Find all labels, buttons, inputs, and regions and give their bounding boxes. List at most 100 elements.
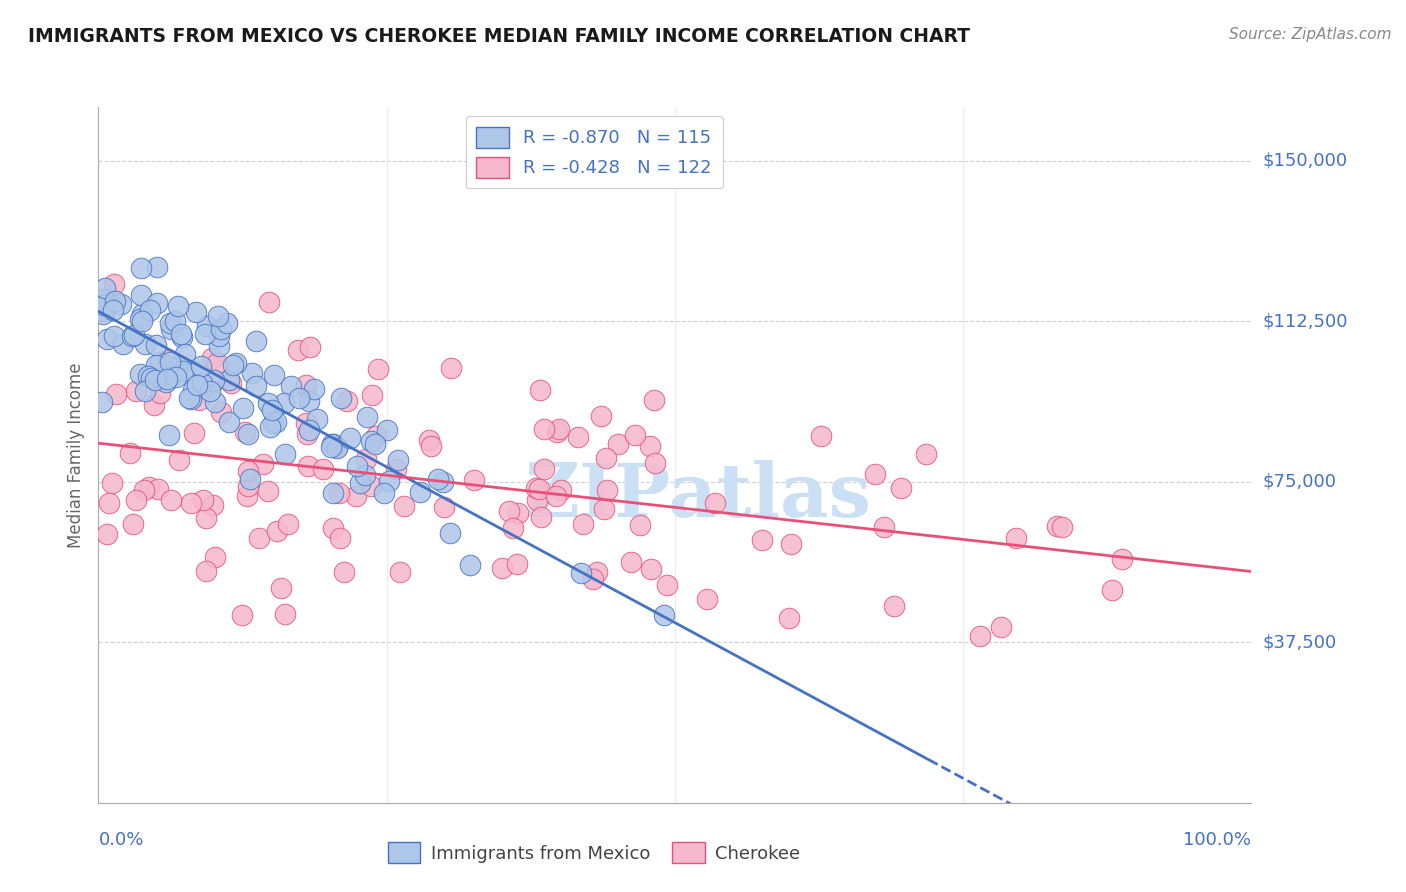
Point: [111, 337, 134, 351]
Point: [131, 307, 153, 321]
Point: [360, 434, 382, 449]
Point: [329, 531, 352, 545]
Point: [143, 398, 166, 412]
Point: [157, 428, 180, 442]
Point: [257, 484, 280, 499]
Point: [367, 362, 389, 376]
Point: [238, 464, 260, 478]
Point: [440, 361, 463, 376]
Point: [96, 527, 118, 541]
Point: [93, 303, 115, 318]
Point: [215, 316, 238, 330]
Point: [148, 482, 170, 496]
Point: [104, 293, 127, 308]
Point: [873, 520, 896, 534]
Point: [593, 502, 616, 516]
Point: [149, 386, 172, 401]
Point: [94, 280, 117, 294]
Point: [201, 498, 224, 512]
Point: [177, 391, 200, 405]
Point: [312, 462, 335, 476]
Point: [195, 564, 218, 578]
Point: [190, 359, 212, 374]
Point: [157, 352, 180, 367]
Point: [883, 599, 905, 613]
Point: [586, 565, 609, 579]
Point: [236, 489, 259, 503]
Point: [544, 489, 567, 503]
Text: ZIPatlas: ZIPatlas: [524, 460, 872, 533]
Point: [207, 309, 229, 323]
Point: [638, 439, 661, 453]
Point: [349, 475, 371, 490]
Point: [596, 483, 619, 497]
Point: [299, 340, 322, 354]
Point: [287, 343, 309, 357]
Point: [240, 366, 263, 380]
Point: [751, 533, 773, 547]
Point: [322, 436, 344, 450]
Point: [202, 374, 225, 388]
Point: [533, 422, 555, 436]
Point: [533, 462, 555, 476]
Point: [163, 314, 186, 328]
Point: [156, 372, 179, 386]
Point: [295, 416, 318, 430]
Point: [529, 383, 551, 397]
Point: [581, 573, 603, 587]
Point: [498, 504, 520, 518]
Point: [1052, 520, 1074, 534]
Point: [643, 393, 665, 408]
Point: [595, 450, 617, 465]
Point: [132, 483, 155, 498]
Point: [530, 509, 553, 524]
Point: [377, 475, 399, 489]
Point: [628, 517, 651, 532]
Point: [526, 493, 548, 508]
Point: [373, 486, 395, 500]
Point: [236, 479, 259, 493]
Point: [322, 521, 344, 535]
Point: [181, 362, 204, 376]
Point: [160, 370, 183, 384]
Point: [567, 430, 589, 444]
Point: [222, 358, 245, 372]
Point: [491, 561, 513, 575]
Point: [247, 532, 270, 546]
Point: [238, 426, 260, 441]
Point: [346, 489, 368, 503]
Point: [129, 260, 152, 275]
Point: [273, 395, 295, 409]
Point: [233, 425, 256, 440]
Point: [433, 500, 456, 514]
Point: [360, 388, 382, 402]
Point: [138, 480, 160, 494]
Text: IMMIGRANTS FROM MEXICO VS CHEROKEE MEDIAN FAMILY INCOME CORRELATION CHART: IMMIGRANTS FROM MEXICO VS CHEROKEE MEDIA…: [28, 27, 970, 45]
Point: [122, 516, 145, 531]
Point: [298, 423, 321, 437]
Point: [191, 493, 214, 508]
Point: [218, 415, 240, 429]
Point: [295, 378, 318, 392]
Point: [305, 412, 328, 426]
Point: [323, 438, 346, 452]
Point: [139, 302, 162, 317]
Point: [360, 478, 382, 492]
Point: [274, 447, 297, 461]
Point: [346, 458, 368, 473]
Point: [174, 346, 197, 360]
Point: [810, 429, 832, 443]
Point: [572, 517, 595, 532]
Point: [131, 314, 153, 328]
Point: [122, 327, 145, 342]
Point: [205, 356, 228, 370]
Point: [524, 481, 547, 495]
Point: [262, 417, 284, 431]
Point: [297, 427, 319, 442]
Point: [134, 337, 156, 351]
Point: [418, 434, 440, 448]
Point: [339, 431, 361, 445]
Point: [546, 425, 568, 439]
Point: [280, 378, 302, 392]
Point: [288, 391, 311, 405]
